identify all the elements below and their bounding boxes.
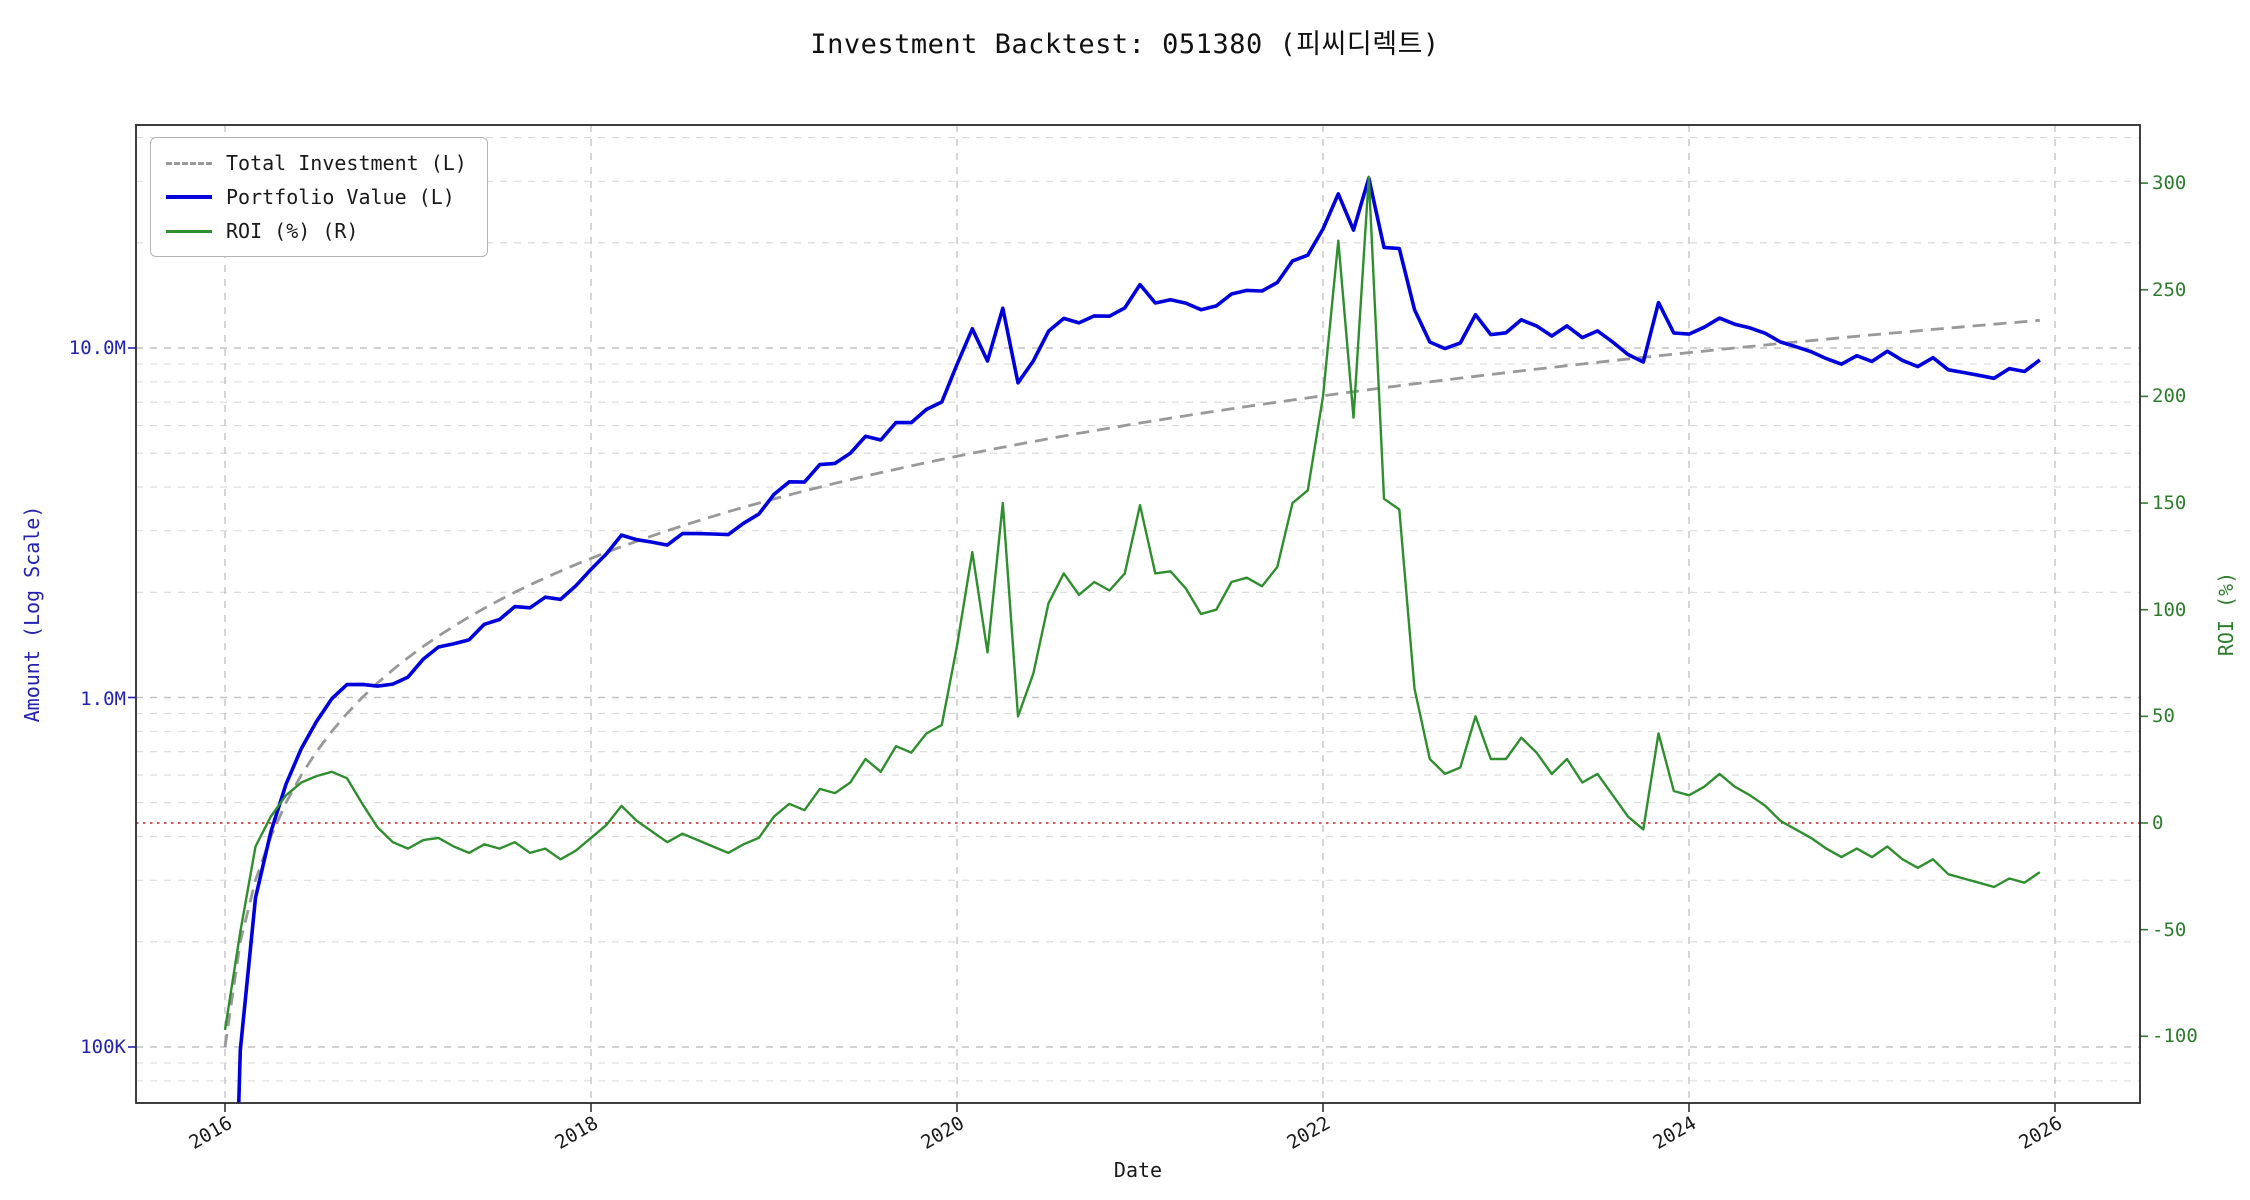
legend-entry-portfolio-value: Portfolio Value (L): [166, 185, 467, 209]
dashed-line-swatch: [166, 161, 212, 165]
y-right-tick-100: 100: [2152, 599, 2187, 621]
legend: Total Investment (L) Portfolio Value (L)…: [150, 137, 488, 257]
plot-border: [135, 124, 2141, 1104]
grid-lines: [136, 125, 2140, 1103]
y-right-tick-300: 300: [2152, 172, 2187, 194]
series-lines: [223, 175, 2041, 1103]
y-right-tick-n100: -100: [2152, 1025, 2198, 1047]
legend-label: Total Investment (L): [226, 151, 467, 175]
y-left-tick-100k: 100K: [80, 1036, 126, 1058]
x-axis-label: Date: [1113, 1158, 1163, 1182]
chart-title: Investment Backtest: 051380 (피씨디렉트): [810, 29, 1440, 60]
y-right-tick-250: 250: [2152, 279, 2187, 301]
legend-entry-roi: ROI (%) (R): [166, 219, 467, 243]
axis-ticks: [128, 182, 2148, 1112]
legend-label: ROI (%) (R): [226, 219, 359, 243]
roi-line: [223, 175, 2041, 1031]
solid-green-line-swatch: [166, 229, 212, 233]
right-axis-label: ROI (%): [2214, 571, 2238, 657]
left-axis-label: Amount (Log Scale): [20, 505, 44, 723]
y-right-tick-0: 0: [2152, 812, 2164, 834]
y-left-tick-1m: 1.0M: [80, 688, 126, 710]
solid-blue-line-swatch: [166, 195, 212, 199]
portfolio-value-line: [236, 176, 2041, 1103]
y-right-tick-50: 50: [2152, 705, 2175, 727]
y-right-tick-150: 150: [2152, 492, 2187, 514]
legend-label: Portfolio Value (L): [226, 185, 455, 209]
y-left-tick-10m: 10.0M: [68, 337, 126, 359]
y-right-tick-n50: -50: [2152, 919, 2187, 941]
total-investment-line: [223, 318, 2040, 1048]
y-right-tick-200: 200: [2152, 385, 2187, 407]
legend-entry-total-investment: Total Investment (L): [166, 151, 467, 175]
